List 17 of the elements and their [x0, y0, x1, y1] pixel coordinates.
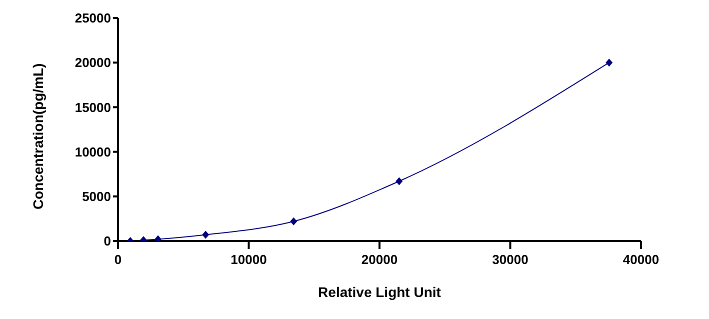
y-axis-title: Concentration(pg/mL) [30, 63, 46, 210]
y-tick-label: 15000 [74, 100, 111, 115]
point [606, 58, 613, 67]
point [290, 217, 298, 226]
y-tick-label: 0 [104, 234, 111, 249]
x-tick-label: 30000 [492, 252, 528, 268]
point [396, 177, 403, 186]
x-tick-label: 40000 [622, 252, 660, 268]
x-axis-title: Relative Light Unit [318, 284, 442, 300]
x-tick-label: 10000 [230, 252, 267, 268]
point [202, 230, 210, 239]
y-tick-label: 10000 [74, 144, 111, 160]
y-tick-label: 5000 [82, 189, 111, 204]
y-tick-label: 25000 [74, 10, 111, 26]
y-tick-label: 20000 [74, 55, 111, 70]
x-tick-label: 20000 [361, 252, 398, 268]
x-tick-label: 0 [114, 252, 122, 268]
